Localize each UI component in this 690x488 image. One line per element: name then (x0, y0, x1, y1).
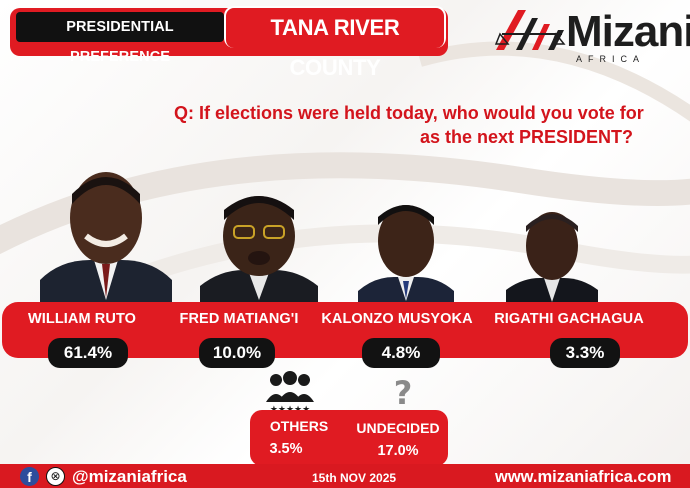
x-icon[interactable]: ⊗ (46, 467, 65, 486)
social-handle[interactable]: @mizaniafrica (72, 467, 187, 486)
question-mark-icon: ? (394, 374, 413, 410)
candidate-percentage: 3.3% (550, 338, 620, 368)
candidate-name: FRED MATIANG'I (179, 311, 299, 327)
others-label: OTHERS (269, 418, 329, 434)
undecided-percentage: 17.0% (377, 443, 419, 459)
website-link[interactable]: www.mizaniafrica.com (495, 468, 672, 486)
group-icon: ★★★★★ (266, 371, 314, 414)
photo-rigathi-gachagua (506, 202, 598, 305)
scales-icon (494, 10, 566, 50)
svg-text:?: ? (394, 374, 413, 410)
candidate-name: RIGATHI GACHAGUA (494, 311, 644, 327)
others-percentage: 3.5% (269, 441, 303, 457)
poll-question: Q: If elections were held today, who wou… (174, 101, 674, 149)
logo-wordmark: Mizani (566, 7, 690, 56)
question-line-1: Q: If elections were held today, who wou… (174, 103, 644, 123)
facebook-icon[interactable]: f (20, 467, 39, 486)
undecided-label: UNDECIDED (356, 420, 440, 436)
svg-text:★★★★★: ★★★★★ (270, 405, 310, 414)
logo-subtitle: AFRICA (576, 54, 646, 64)
presidential-preference-badge: PRESIDENTIAL PREFERENCE (16, 12, 224, 65)
mizani-logo: Mizani AFRICA (492, 2, 690, 64)
poll-date: 15th NOV 2025 (312, 471, 397, 485)
question-line-2: as the next PRESIDENT? (420, 127, 634, 147)
candidate-name: KALONZO MUSYOKA (321, 311, 473, 327)
candidate-percentage: 10.0% (199, 338, 275, 368)
photo-william-ruto (40, 160, 172, 305)
county-title: TANA RIVER COUNTY (226, 8, 444, 80)
candidate-percentage: 61.4% (48, 338, 128, 368)
candidate-percentage: 4.8% (362, 338, 440, 368)
others-undecided-box (250, 410, 448, 466)
candidate-name: WILLIAM RUTO (27, 311, 137, 327)
photo-fred-matiangi (200, 182, 318, 305)
footer-bar (0, 464, 690, 488)
photo-kalonzo-musyoka (358, 195, 454, 305)
